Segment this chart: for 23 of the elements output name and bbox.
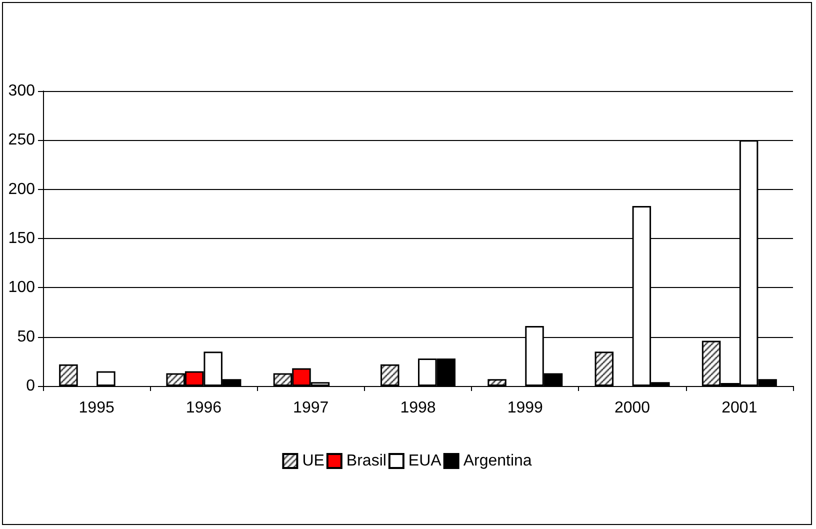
x-tick-label: 1996: [186, 400, 222, 416]
legend-label: UE: [302, 452, 324, 470]
bar: [96, 371, 116, 386]
y-tick-label: 0: [26, 378, 36, 394]
x-tick-label: 1997: [293, 400, 329, 416]
y-tick-label: 150: [8, 230, 36, 247]
x-tick-label: 1995: [78, 400, 114, 416]
y-tick-label: 200: [8, 180, 36, 198]
x-tick-label: 2000: [614, 400, 650, 416]
y-tick-label: 300: [8, 82, 36, 100]
x-tick-label: 1999: [507, 400, 544, 416]
y-tick-label: 50: [17, 328, 36, 346]
y-tick-label: 250: [8, 132, 36, 149]
bar: [59, 364, 78, 386]
x-tick-label: 1998: [400, 400, 436, 416]
bar: [380, 364, 400, 386]
legend-label: EUA: [408, 452, 442, 470]
x-tick-label: 2001: [722, 400, 758, 416]
legend-label: Brasil: [346, 452, 386, 470]
legend-label: Argentina: [463, 452, 532, 470]
bar: [488, 379, 506, 386]
y-tick-label: 100: [8, 279, 36, 296]
bar: [594, 352, 614, 386]
